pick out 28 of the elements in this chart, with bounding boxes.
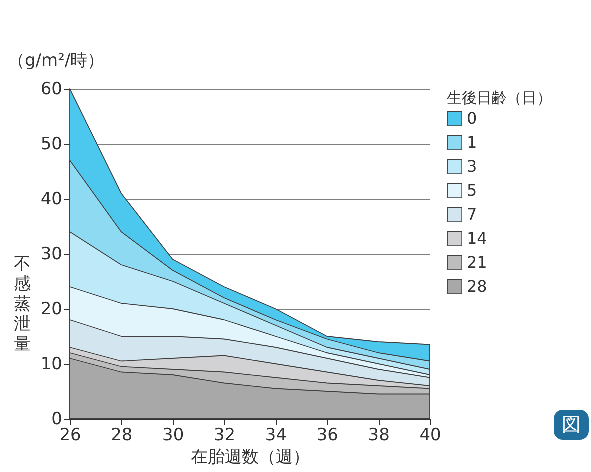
x-tick-label: 34 bbox=[265, 426, 288, 446]
legend-label: 5 bbox=[467, 181, 478, 200]
x-tick-label: 26 bbox=[60, 426, 82, 446]
x-axis-title: 在胎週数（週） bbox=[191, 448, 310, 468]
y-tick-label: 0 bbox=[52, 410, 62, 430]
text: 図 bbox=[554, 410, 589, 440]
legend-title: 生後日齢（日） bbox=[447, 89, 552, 107]
x-tick-label: 38 bbox=[368, 426, 390, 446]
y-tick-label: 10 bbox=[40, 354, 62, 374]
legend-label: 7 bbox=[467, 205, 478, 224]
x-tick-label: 28 bbox=[111, 426, 133, 446]
text: （g/m²/時） bbox=[8, 51, 105, 71]
legend-label: 3 bbox=[467, 157, 478, 176]
y-tick-label: 20 bbox=[40, 300, 62, 320]
legend-label: 28 bbox=[467, 277, 488, 296]
x-tick-label: 36 bbox=[316, 426, 338, 446]
y-tick-label: 30 bbox=[40, 244, 62, 264]
x-tick-label: 32 bbox=[214, 426, 236, 446]
x-tick-label: 40 bbox=[420, 426, 442, 446]
y-tick-label: 60 bbox=[40, 80, 62, 100]
legend-label: 21 bbox=[467, 253, 488, 272]
legend-label: 0 bbox=[467, 109, 478, 128]
x-tick-label: 30 bbox=[162, 426, 184, 446]
y-tick-label: 40 bbox=[40, 190, 62, 210]
y-axis-title: 不感蒸泄量 bbox=[14, 254, 31, 354]
y-tick-label: 50 bbox=[40, 134, 62, 154]
legend-label: 1 bbox=[467, 133, 478, 152]
legend-label: 14 bbox=[467, 229, 488, 248]
